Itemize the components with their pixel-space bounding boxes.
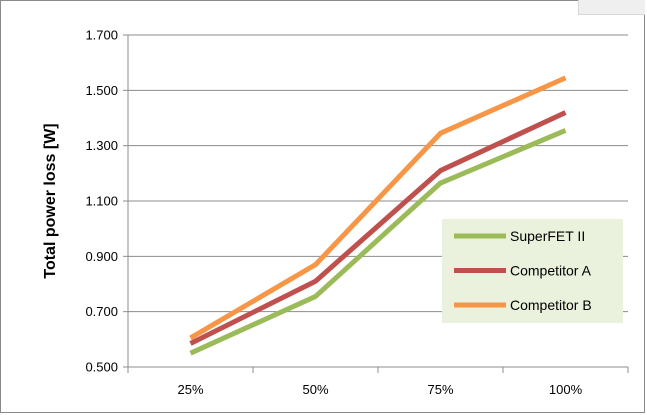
y-tick-label: 1.700 xyxy=(85,28,118,43)
legend: SuperFET II Competitor A Competitor B xyxy=(442,219,623,323)
x-tick-label: 100% xyxy=(549,382,583,397)
series-line-competitor-a xyxy=(189,110,567,346)
legend-label-competitor-b: Competitor B xyxy=(510,297,592,313)
y-tick-label: 0.900 xyxy=(85,249,118,264)
corner-tab xyxy=(578,0,645,15)
series-line-competitor-b xyxy=(189,75,567,341)
y-tick-label: 1.300 xyxy=(85,138,118,153)
series-line-superfet-ii xyxy=(189,128,567,356)
y-tick-label: 0.700 xyxy=(85,304,118,319)
x-tick-label: 50% xyxy=(302,382,328,397)
y-tick-label: 1.500 xyxy=(85,83,118,98)
axes: 0.500 0.700 0.900 1.100 1.300 1.500 1.700 25% 50… xyxy=(85,28,629,397)
legend-label-superfet-ii: SuperFET II xyxy=(510,228,585,244)
y-tick-label: 1.100 xyxy=(85,194,118,209)
y-axis-title: Total power loss [W] xyxy=(42,123,59,278)
x-tick-label: 75% xyxy=(427,382,453,397)
series-lines xyxy=(189,75,567,356)
x-tick-label: 25% xyxy=(177,382,203,397)
y-tick-label: 0.500 xyxy=(85,360,118,375)
legend-label-competitor-a: Competitor A xyxy=(510,263,592,279)
